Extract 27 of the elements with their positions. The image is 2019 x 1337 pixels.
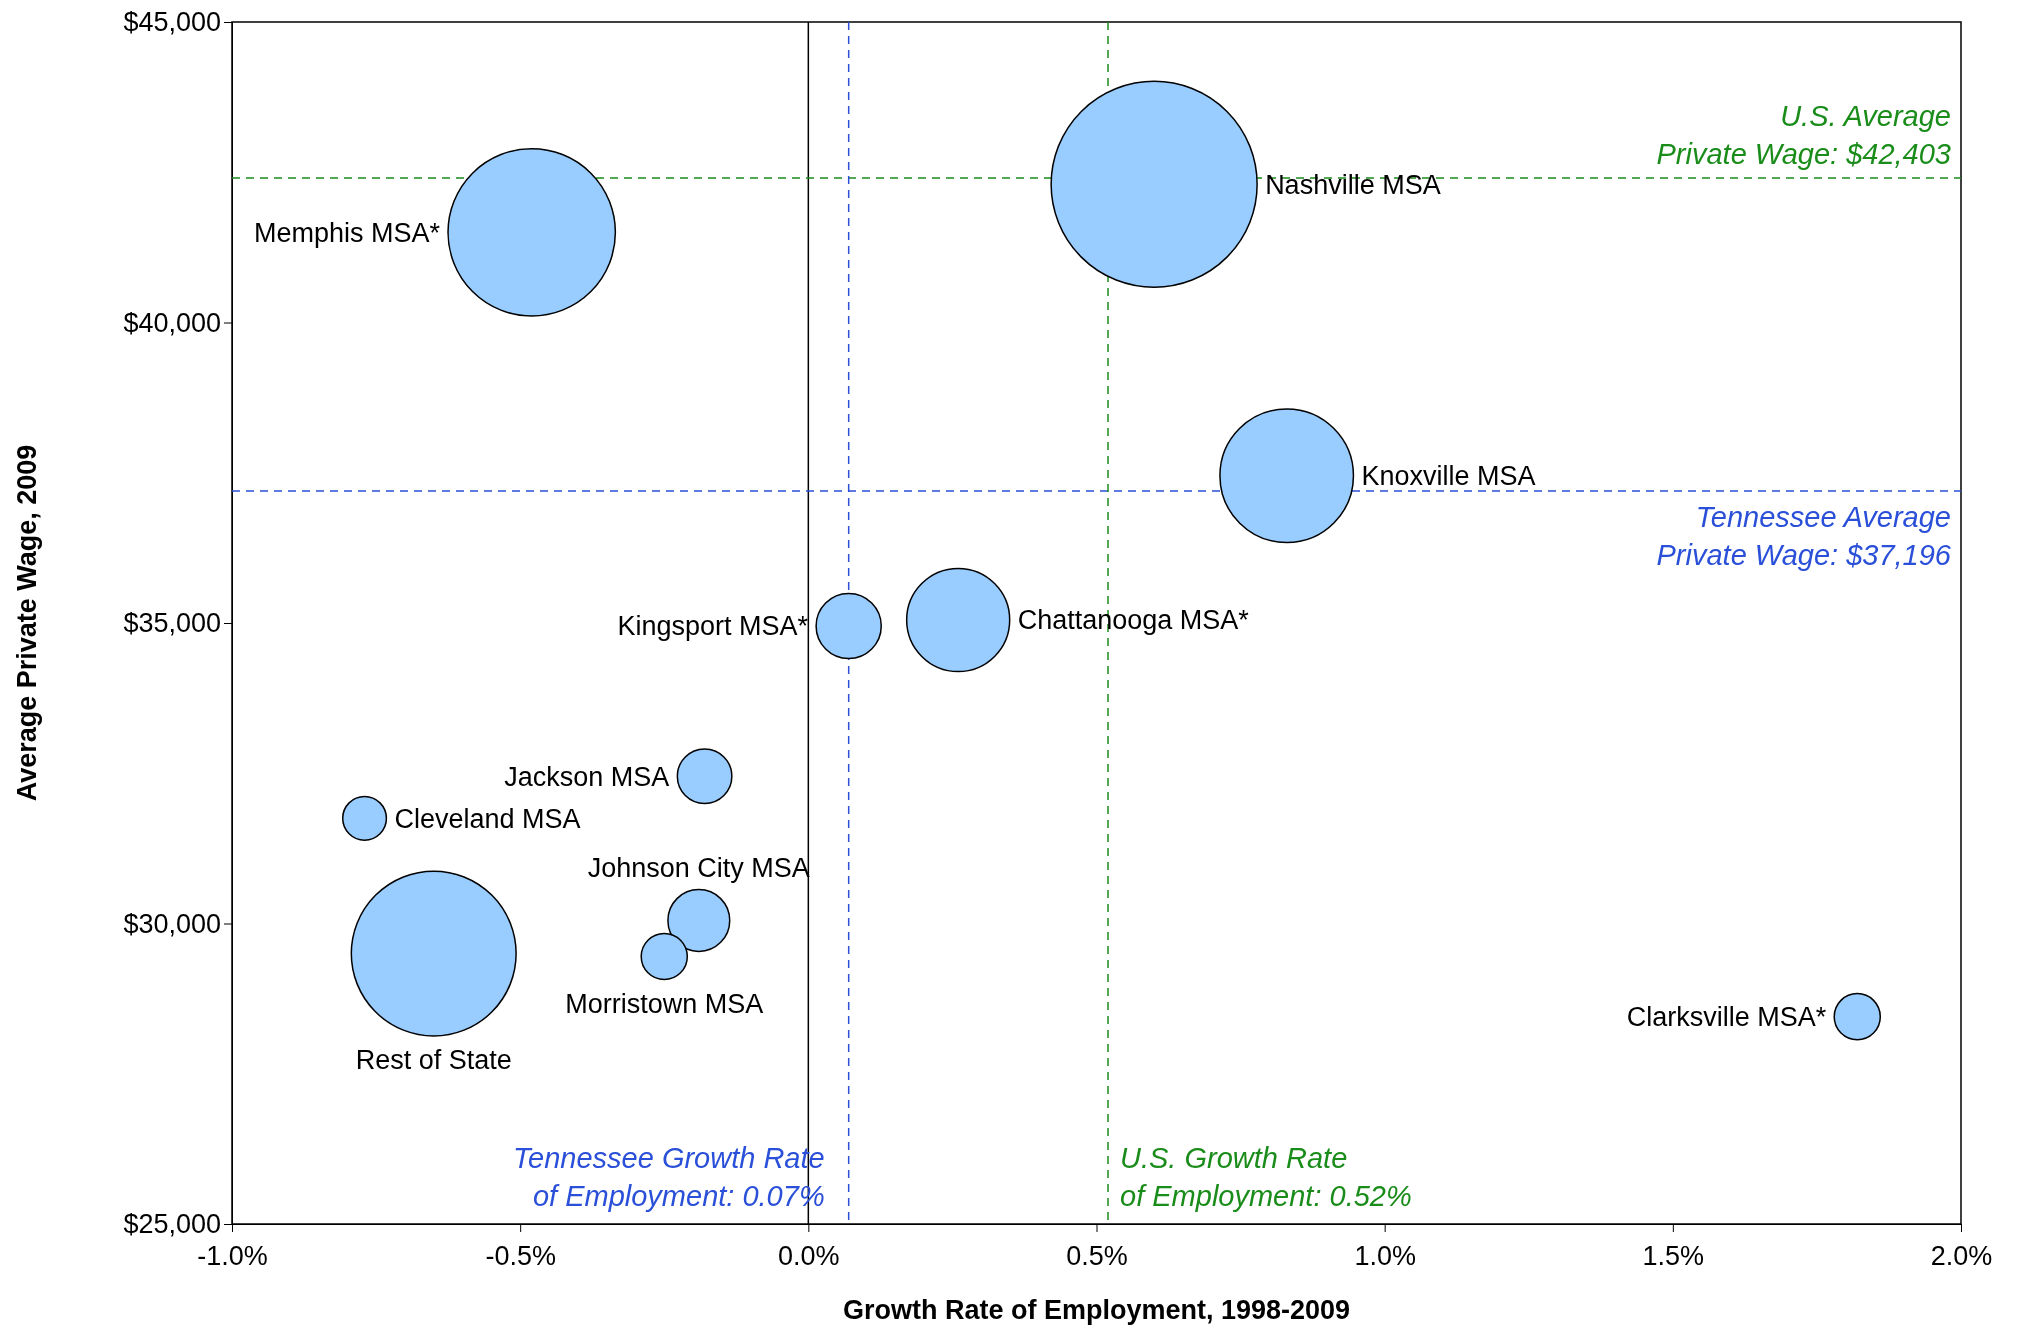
y-axis-title: Average Private Wage, 2009 [12, 444, 42, 802]
x-tick-label: -1.0% [197, 1240, 268, 1271]
y-tick-label: $25,000 [123, 1209, 221, 1240]
ref-line-label: U.S. Growth Rate of Employment: 0.52% [1120, 1142, 1412, 1212]
x-tick-label: 1.0% [1354, 1240, 1416, 1271]
series-label: Chattanooga MSA* [1017, 605, 1250, 636]
y-tick-label: $35,000 [123, 608, 221, 639]
ref-line-label: Tennessee Average Private Wage: $37,196 [1656, 501, 1952, 572]
x-tick-label: 2.0% [1930, 1240, 1993, 1271]
y-tick-label: $40,000 [123, 307, 221, 338]
y-tick-label: $30,000 [123, 908, 221, 939]
series-label: Cleveland MSA [394, 803, 581, 834]
series-label: Nashville MSA [1265, 169, 1441, 200]
series-label: Rest of State [355, 1045, 512, 1076]
series-label: Kingsport MSA* [617, 611, 809, 642]
x-tick-label: -0.5% [485, 1240, 556, 1271]
series-label: Memphis MSA* [253, 217, 441, 248]
y-tick-label: $45,000 [123, 7, 221, 38]
x-tick-label: 0.0% [778, 1240, 840, 1271]
x-tick-label: 0.5% [1066, 1240, 1128, 1271]
series-label: Clarksville MSA* [1626, 1002, 1827, 1033]
ref-line-label: U.S. Average Private Wage: $42,403 [1656, 100, 1951, 171]
x-axis-title: Growth Rate of Employment, 1998-2009 [842, 1295, 1351, 1325]
x-tick-label: 1.5% [1642, 1240, 1705, 1271]
series-label: Knoxville MSA [1361, 461, 1536, 492]
series-label: Morristown MSA [565, 989, 764, 1020]
series-label: Jackson MSA [504, 761, 670, 792]
